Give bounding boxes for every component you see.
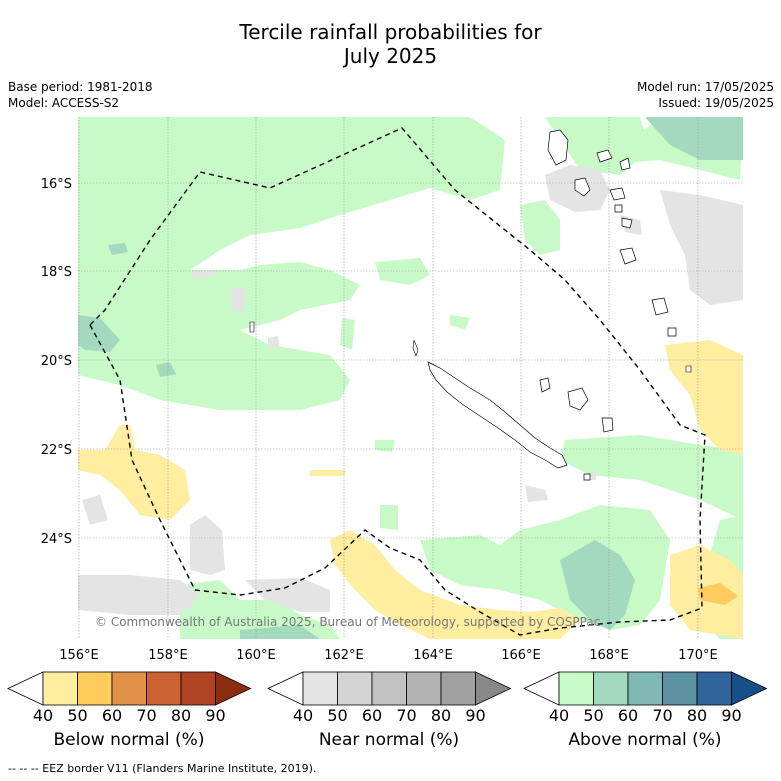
- colorbar-tick-label: 80: [430, 706, 452, 725]
- eez-legend-note: -- -- -- EEZ border V11 (Flanders Marine…: [8, 762, 317, 775]
- lon-label-168e: 168°E: [589, 648, 629, 663]
- colorbar-tick-label: 70: [396, 706, 417, 725]
- colorbar-swatch: [593, 671, 629, 706]
- longitude-labels: 156°E 158°E 160°E 162°E 164°E 166°E 168°…: [59, 648, 718, 663]
- colorbar-tick-label: 40: [548, 706, 570, 725]
- colorbar-tick-label: 40: [292, 706, 314, 725]
- colorbar-tick-label: 70: [136, 706, 157, 725]
- below-normal-regions: [78, 340, 743, 639]
- chesterfield-island: [249, 321, 255, 333]
- colorbar-max-extend: [731, 671, 768, 706]
- small-island: [685, 365, 692, 373]
- lat-label-24s: 24°S: [41, 532, 72, 547]
- lon-label-160e: 160°E: [236, 648, 276, 663]
- colorbar-tick-label: 90: [205, 706, 226, 725]
- lon-label-162e: 162°E: [324, 648, 364, 663]
- colorbar-tick-label: 50: [327, 706, 348, 725]
- map-body: © Commonwealth of Australia 2025, Bureau…: [78, 117, 743, 639]
- map-title-line-2: July 2025: [343, 44, 438, 68]
- colorbar-tick-label: 90: [721, 706, 742, 725]
- colorbar-swatch: [406, 671, 442, 706]
- lon-label-156e: 156°E: [59, 648, 99, 663]
- colorbar-swatch: [662, 671, 698, 706]
- model-run: Model run: 17/05/2025: [636, 80, 774, 94]
- colorbar-swatch: [77, 671, 113, 706]
- colorbar-tick-label: 60: [361, 706, 383, 725]
- latitude-labels: 16°S 18°S 20°S 22°S 24°S: [41, 177, 72, 547]
- mare-island: [601, 417, 614, 433]
- colorbar-swatch: [337, 671, 373, 706]
- colorbar-swatch: [696, 671, 732, 706]
- lon-label-166e: 166°E: [501, 648, 541, 663]
- lat-label-18s: 18°S: [41, 265, 72, 280]
- lifou-island: [567, 387, 589, 411]
- colorbar-above-normal: [523, 671, 768, 706]
- colorbar-tick-label: 70: [652, 706, 673, 725]
- colorbar-swatch: [627, 671, 663, 706]
- issued-date: Issued: 19/05/2025: [658, 96, 774, 110]
- walpole-island: [583, 473, 591, 481]
- lon-label-164e: 164°E: [413, 648, 453, 663]
- colorbar-min-extend: [523, 671, 560, 706]
- belep-islands: [412, 339, 419, 357]
- eez-border: [89, 127, 706, 636]
- colorbar-below-normal: [7, 671, 252, 706]
- colorbar-max-extend: [475, 671, 512, 706]
- colorbar-tick-label: 60: [101, 706, 123, 725]
- colorbar-tick-label: 60: [617, 706, 639, 725]
- colorbar-swatch: [558, 671, 594, 706]
- colorbar-tick-label: 90: [465, 706, 486, 725]
- colorbar-swatch: [440, 671, 476, 706]
- colorbar-max-extend: [215, 671, 252, 706]
- lat-label-20s: 20°S: [41, 354, 72, 369]
- colorbar-tick-label: 50: [583, 706, 604, 725]
- ouvea-island: [539, 377, 551, 393]
- lat-label-16s: 16°S: [41, 177, 72, 192]
- colorbar-tick-label: 50: [67, 706, 88, 725]
- map-title-line-1: Tercile rainfall probabilities for: [239, 20, 542, 44]
- base-period: Base period: 1981-2018: [8, 80, 153, 94]
- colorbar-title-near-normal: Near normal (%): [318, 730, 460, 750]
- colorbar-tick-label: 80: [686, 706, 708, 725]
- colorbar-title-above-normal: Above normal (%): [568, 730, 722, 750]
- colorbar-swatch: [302, 671, 338, 706]
- colorbar-swatch: [146, 671, 182, 706]
- colorbar-tick-label: 80: [170, 706, 192, 725]
- new-caledonia-island: [427, 361, 568, 469]
- model-name: Model: ACCESS-S2: [8, 96, 120, 110]
- colorbar-swatch: [371, 671, 407, 706]
- colorbar-min-extend: [7, 671, 44, 706]
- colorbar-swatch: [42, 671, 78, 706]
- above-normal-higher-regions: [78, 117, 743, 639]
- lat-label-22s: 22°S: [41, 443, 72, 458]
- copyright-notice: © Commonwealth of Australia 2025, Bureau…: [95, 615, 600, 629]
- colorbar-tick-label: 40: [32, 706, 54, 725]
- colorbar-swatch: [180, 671, 216, 706]
- below-normal-higher-region: [698, 583, 738, 605]
- lon-label-158e: 158°E: [148, 648, 188, 663]
- colorbar-title-below-normal: Below normal (%): [53, 730, 205, 750]
- graticule: [78, 117, 743, 639]
- colorbar-near-normal: [267, 671, 512, 706]
- colorbar-min-extend: [267, 671, 304, 706]
- vanuatu-islands: [547, 129, 677, 337]
- colorbar-swatch: [111, 671, 147, 706]
- lon-label-170e: 170°E: [678, 648, 718, 663]
